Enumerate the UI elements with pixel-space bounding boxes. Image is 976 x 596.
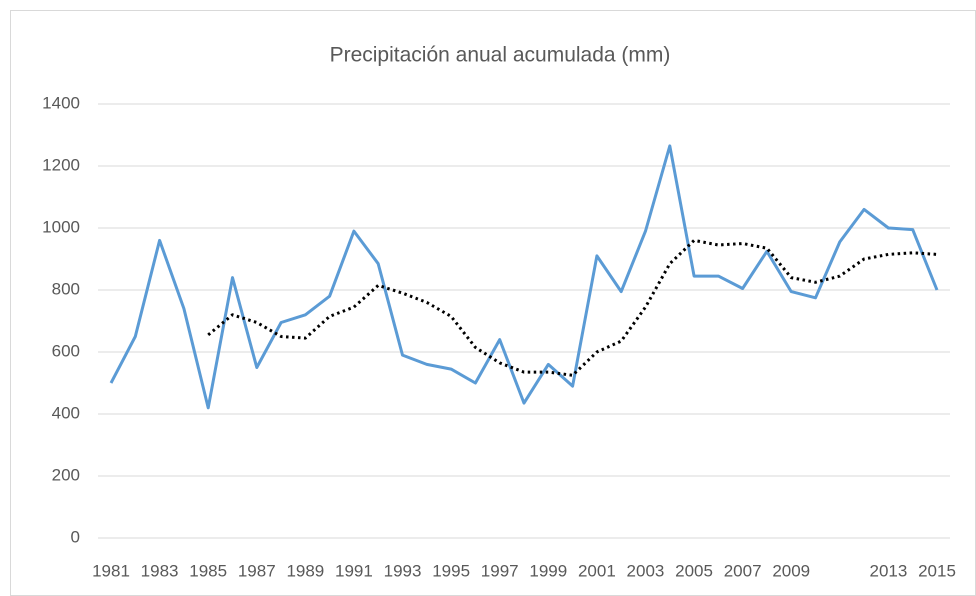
y-tick-label: 0 xyxy=(71,527,80,546)
x-tick-label: 1981 xyxy=(92,561,130,580)
x-tick-label: 1983 xyxy=(141,561,179,580)
y-tick-label: 1200 xyxy=(42,155,80,174)
data-line xyxy=(207,238,938,377)
x-tick-label: 1987 xyxy=(238,561,276,580)
y-tick-label: 1000 xyxy=(42,217,80,236)
x-tick-label: 2001 xyxy=(578,561,616,580)
x-tick-label: 1991 xyxy=(335,561,373,580)
data-line xyxy=(109,144,939,410)
y-tick-label: 400 xyxy=(52,403,80,422)
y-tick-label: 1400 xyxy=(42,93,80,112)
x-tick-label: 1985 xyxy=(189,561,227,580)
y-tick-label: 600 xyxy=(52,341,80,360)
x-tick-label: 2003 xyxy=(627,561,665,580)
x-tick-label: 2005 xyxy=(675,561,713,580)
x-tick-label: 1993 xyxy=(384,561,422,580)
chart-title: Precipitación anual acumulada (mm) xyxy=(330,44,671,67)
x-tick-label: 2015 xyxy=(918,561,956,580)
x-tick-label: 2009 xyxy=(772,561,810,580)
x-tick-label: 1997 xyxy=(481,561,519,580)
y-tick-label: 800 xyxy=(52,279,80,298)
x-tick-label: 1999 xyxy=(529,561,567,580)
x-tick-label: 1989 xyxy=(286,561,324,580)
x-tick-label: 2007 xyxy=(724,561,762,580)
chart-frame xyxy=(10,10,976,596)
x-tick-label: 1995 xyxy=(432,561,470,580)
x-tick-label: 2013 xyxy=(869,561,907,580)
y-tick-label: 200 xyxy=(52,465,80,484)
